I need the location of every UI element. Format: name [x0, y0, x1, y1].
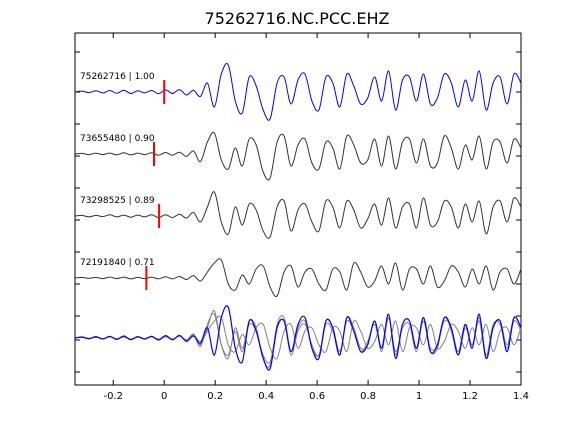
x-tick-label: 0.4: [258, 391, 274, 402]
trace-75262716: [74, 63, 522, 121]
overlay-trace-75262716: [74, 305, 522, 371]
chart-title: 75262716.NC.PCC.EHZ: [205, 9, 390, 28]
trace-label-75262716: 75262716 | 1.00: [80, 72, 155, 82]
trace-73655480: [74, 131, 522, 181]
x-tick-label: 0.6: [309, 391, 325, 402]
x-tick-label: 1.4: [513, 391, 529, 402]
trace-73298525: [74, 191, 522, 239]
x-tick-label: -0.2: [103, 391, 123, 402]
trace-72191840: [74, 258, 522, 298]
x-axis: -0.2 0 0.2 0.4 0.6 0.8 1 1.2 1.4: [75, 33, 529, 402]
x-tick-label: 0.2: [207, 391, 223, 402]
x-tick-label: 1: [416, 391, 422, 402]
x-tick-label: 1.2: [462, 391, 478, 402]
trace-group: 75262716 | 1.00 73655480 | 0.90 73298525 |…: [74, 63, 522, 371]
trace-label-72191840: 72191840 | 0.71: [80, 258, 155, 268]
trace-label-73298525: 73298525 | 0.89: [80, 196, 155, 206]
trace-label-73655480: 73655480 | 0.90: [80, 134, 155, 144]
x-tick-label: 0.8: [360, 391, 376, 402]
x-tick-label: 0: [161, 391, 167, 402]
